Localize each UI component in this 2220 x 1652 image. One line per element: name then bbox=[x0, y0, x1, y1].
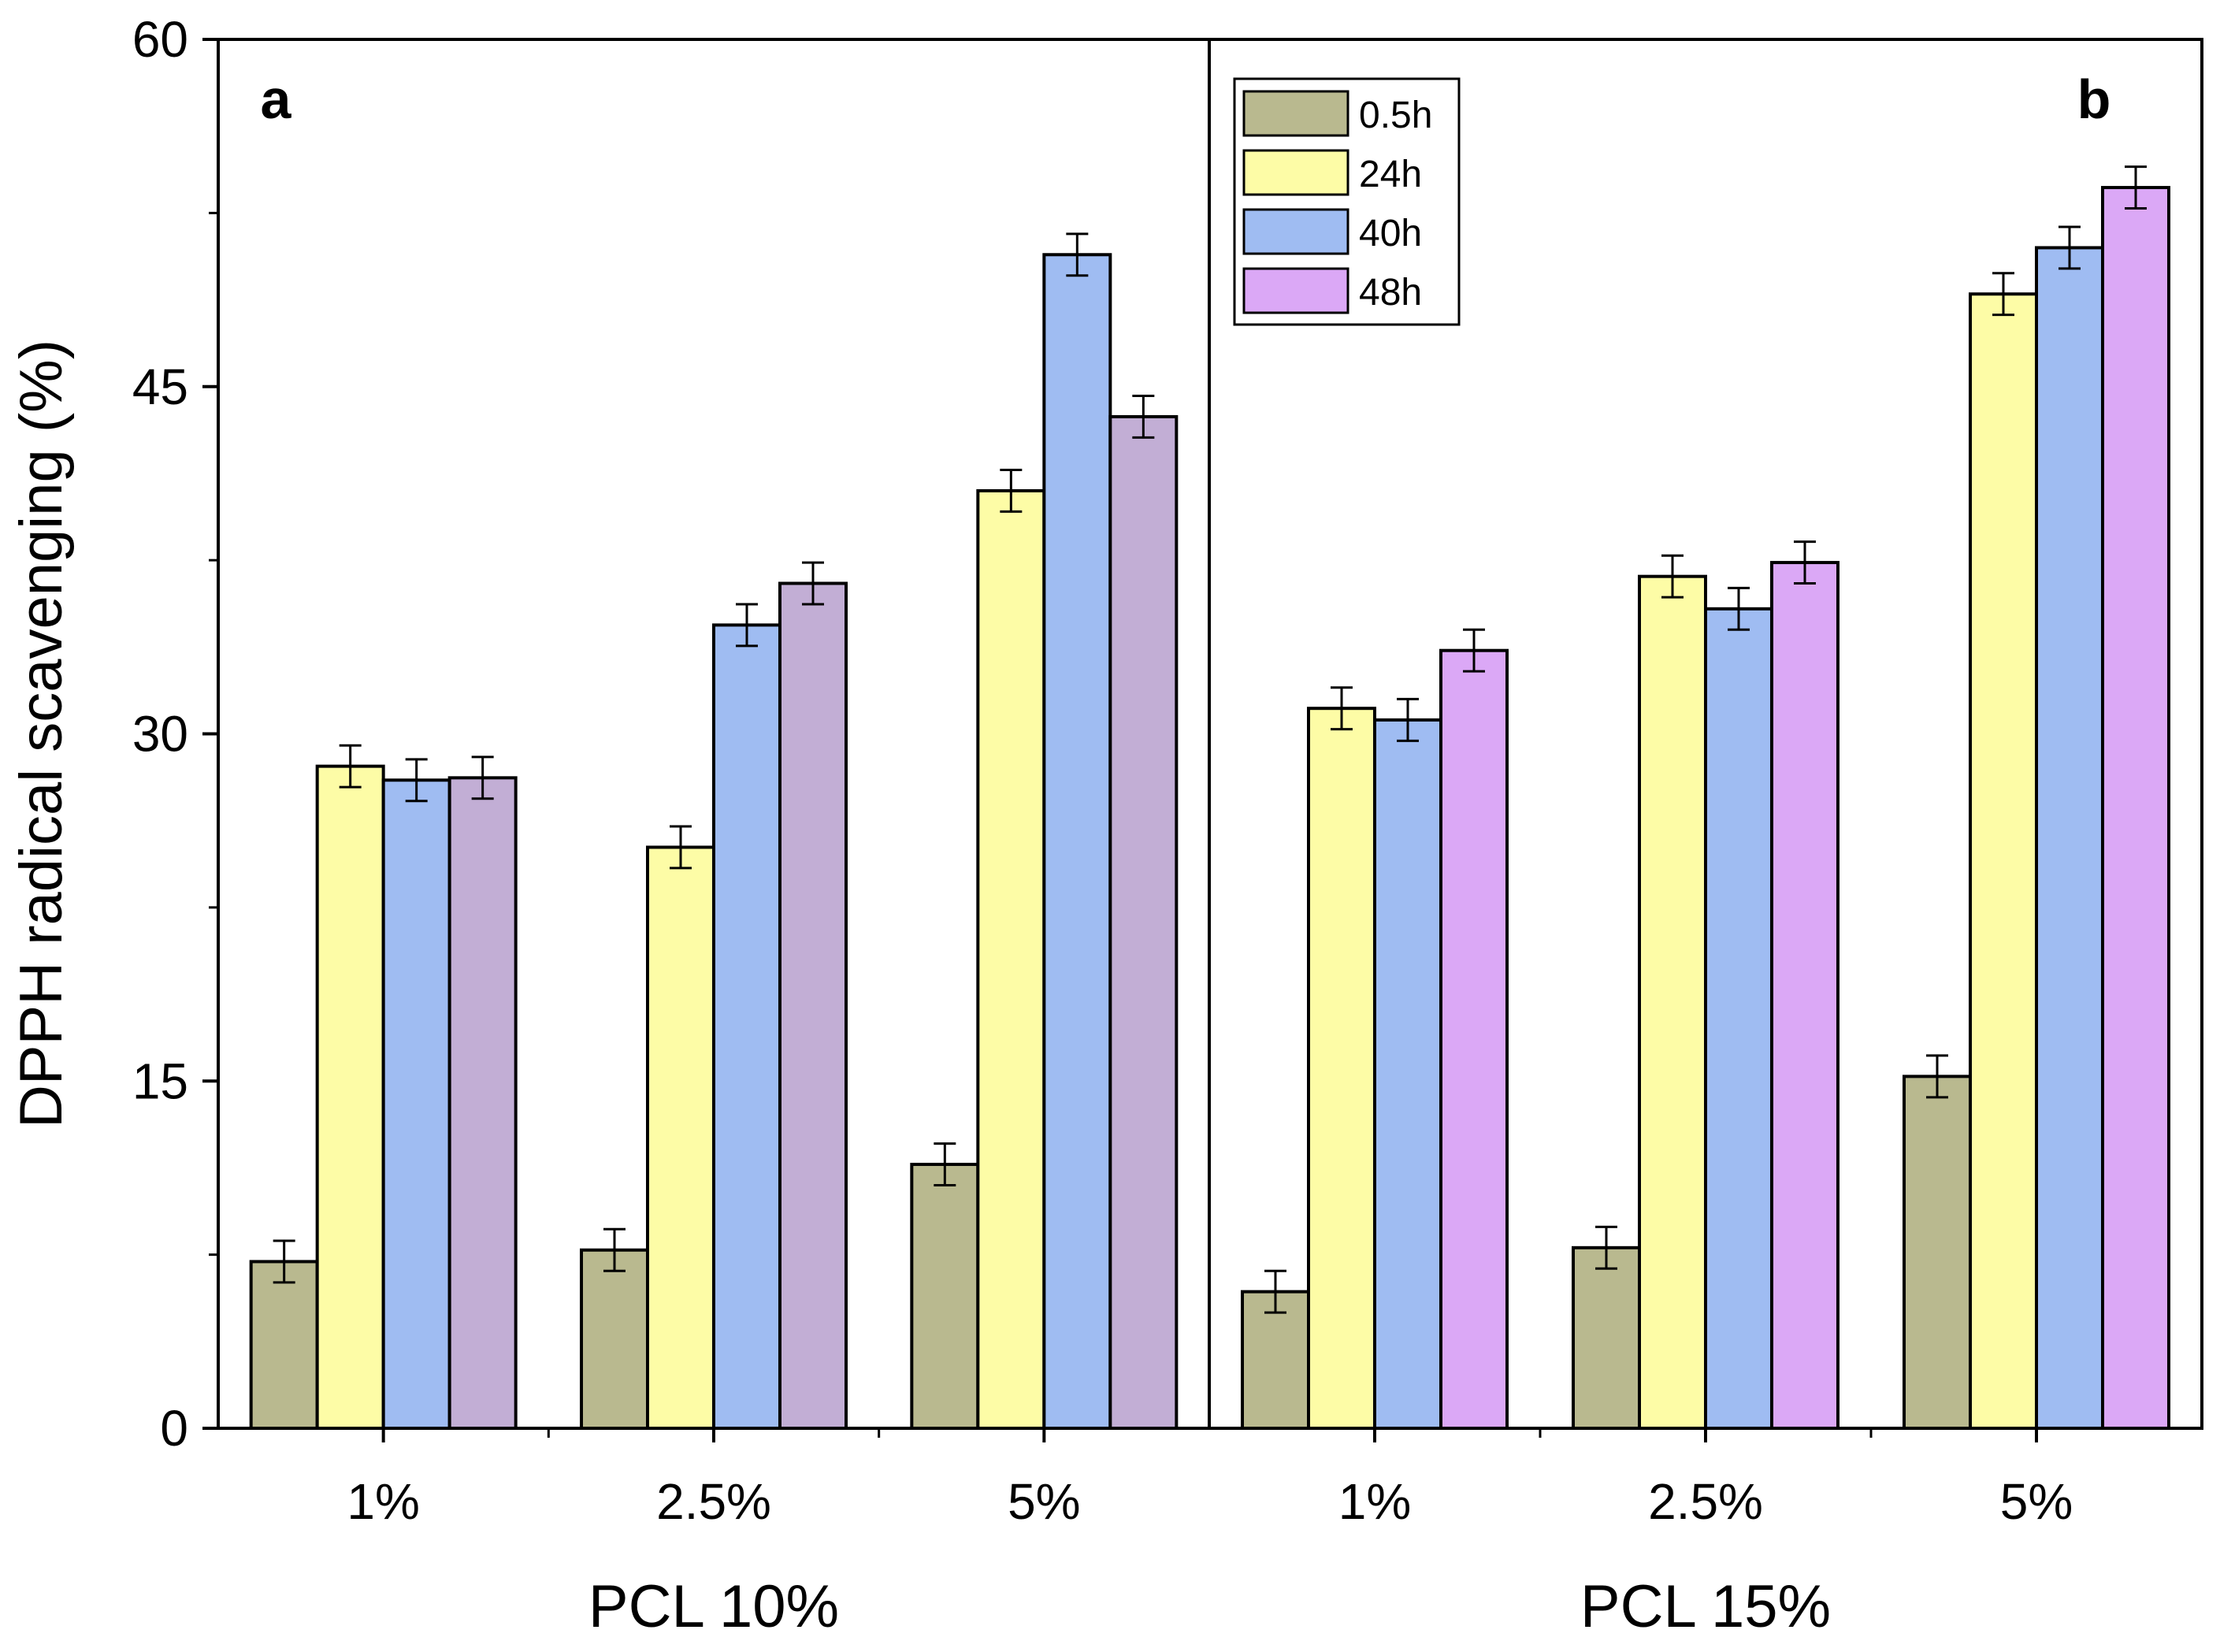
bar-a-5%-24h bbox=[976, 488, 1046, 1430]
legend-label: 24h bbox=[1359, 154, 1422, 195]
legend-label: 48h bbox=[1359, 272, 1422, 314]
legend-label: 0.5h bbox=[1359, 95, 1432, 136]
bar-a-2.5%-0.5h bbox=[580, 1248, 649, 1430]
y-tick-label: 60 bbox=[132, 11, 188, 68]
bar-a-1%-40h bbox=[381, 778, 451, 1430]
axis-ticks bbox=[202, 38, 2038, 1442]
bar-a-5%-0.5h bbox=[910, 1163, 980, 1431]
bars-layer bbox=[249, 165, 2170, 1431]
bar-b-5%-48h bbox=[2101, 186, 2170, 1430]
group-label: PCL 15% bbox=[1580, 1573, 1831, 1640]
panel-label: b bbox=[2077, 69, 2111, 130]
bar-a-2.5%-40h bbox=[712, 623, 781, 1430]
legend-swatch-24h bbox=[1242, 149, 1349, 196]
legend-label: 40h bbox=[1359, 213, 1422, 254]
legend-swatch-40h bbox=[1242, 208, 1349, 255]
bar-a-1%-24h bbox=[315, 764, 385, 1430]
x-tick-label: 2.5% bbox=[1648, 1473, 1763, 1530]
bar-b-2.5%-48h bbox=[1770, 561, 1839, 1430]
x-tick-label: 1% bbox=[347, 1473, 420, 1530]
bar-b-2.5%-40h bbox=[1704, 607, 1773, 1431]
x-tick-label: 5% bbox=[1008, 1473, 1081, 1530]
bar-a-1%-0.5h bbox=[249, 1260, 319, 1430]
bar-a-5%-40h bbox=[1042, 253, 1112, 1430]
bar-b-5%-24h bbox=[1969, 292, 2038, 1430]
x-tick-label: 5% bbox=[2000, 1473, 2073, 1530]
bar-b-1%-48h bbox=[1439, 648, 1509, 1430]
group-label: PCL 10% bbox=[588, 1573, 839, 1640]
legend-swatch-0.5h bbox=[1242, 90, 1349, 137]
x-tick-label: 1% bbox=[1338, 1473, 1412, 1530]
y-tick-label: 30 bbox=[132, 706, 188, 763]
legend-swatch-48h bbox=[1242, 267, 1349, 314]
y-tick-label: 0 bbox=[160, 1400, 188, 1457]
bar-b-5%-0.5h bbox=[1903, 1075, 1972, 1430]
bar-b-2.5%-0.5h bbox=[1572, 1245, 1641, 1431]
y-tick-label: 45 bbox=[132, 358, 188, 415]
panel-label: a bbox=[261, 69, 292, 130]
chart-text: 1% 2.5% 5% PCL 10% a 1% 2.5% 5% PCL 15% b 0 15 30 45 6… bbox=[8, 11, 2110, 1640]
bar-a-1%-48h bbox=[447, 776, 518, 1430]
bar-a-2.5%-48h bbox=[778, 581, 848, 1431]
bar-b-2.5%-24h bbox=[1638, 574, 1707, 1430]
bar-a-2.5%-24h bbox=[646, 845, 715, 1431]
bar-b-5%-40h bbox=[2035, 246, 2104, 1431]
bar-a-5%-48h bbox=[1108, 414, 1179, 1430]
bar-b-1%-24h bbox=[1307, 707, 1376, 1430]
bar-b-1%-40h bbox=[1373, 718, 1442, 1430]
x-tick-label: 2.5% bbox=[656, 1473, 771, 1530]
y-axis-label: DPPH radical scavenging (%) bbox=[8, 340, 75, 1128]
legend: 0.5h 24h 40h 48h bbox=[1233, 77, 1461, 326]
y-tick-label: 15 bbox=[132, 1052, 188, 1109]
